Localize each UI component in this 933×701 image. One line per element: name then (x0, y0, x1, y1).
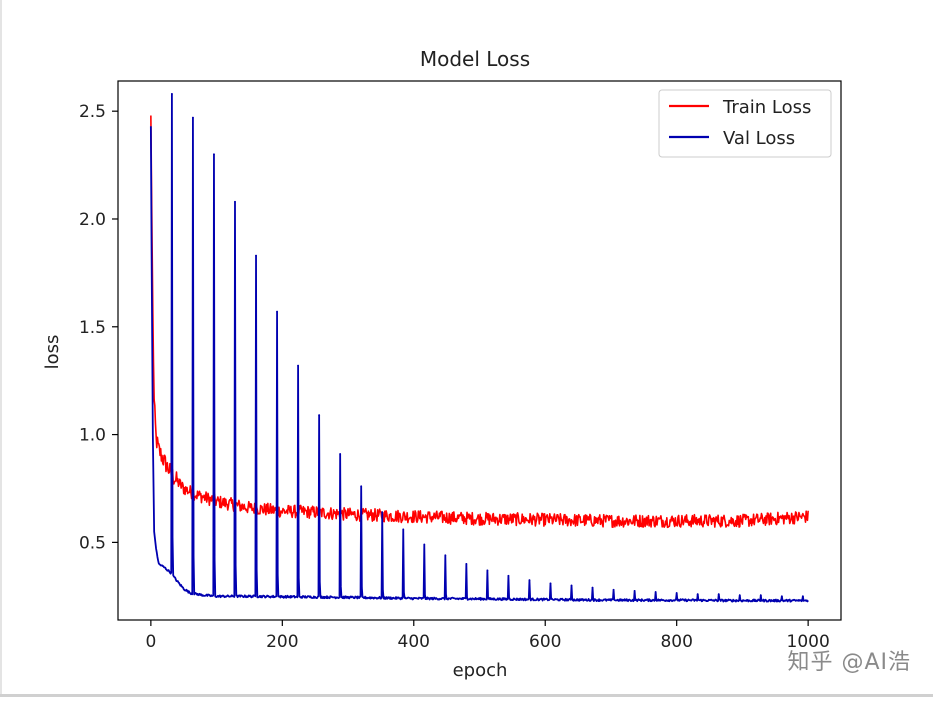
val-loss-spike-point (255, 254, 257, 257)
watermark: 知乎 @AI浩 (787, 650, 911, 675)
val-loss-spike-point (801, 595, 804, 598)
train-loss-line (150, 115, 809, 529)
val-loss-spike-point (675, 592, 678, 594)
val-loss-spike-point (759, 594, 762, 597)
val-loss-spike-point (717, 593, 720, 596)
val-loss-spike-point (444, 554, 447, 557)
val-loss-spike-point (612, 588, 615, 591)
legend: Train Loss Val Loss (658, 89, 832, 158)
chart-title: Model Loss (420, 47, 530, 71)
legend-label-val: Val Loss (723, 128, 795, 149)
val-loss-spike-point (633, 589, 636, 592)
window-left-border (0, 0, 2, 697)
val-loss-spike-point (549, 582, 552, 585)
val-loss-spike-point (528, 579, 531, 582)
y-tick-label: 1.5 (79, 318, 106, 338)
val-loss-spike-point (171, 93, 173, 95)
legend-label-train: Train Loss (722, 97, 811, 118)
plot-area (118, 81, 841, 620)
y-axis-label: loss (42, 335, 63, 370)
val-loss-spike-point (339, 453, 342, 455)
val-loss-spike-point (360, 485, 363, 488)
val-loss-spike-point (213, 153, 215, 156)
val-loss-spike-point (591, 586, 594, 589)
x-axis-ticks: 0 200 400 600 800 1000 (145, 620, 830, 652)
val-loss-spike-point (738, 594, 741, 597)
val-loss-spike-point (234, 200, 236, 203)
val-loss-spike-point (696, 593, 699, 596)
x-tick-label: 800 (660, 632, 692, 652)
val-loss-spike-point (780, 595, 783, 598)
val-loss-spike-point (192, 116, 194, 119)
plot-frame (117, 80, 842, 621)
x-tick-label: 600 (529, 632, 561, 652)
val-loss-spike-point (318, 414, 321, 417)
x-tick-label: 400 (398, 632, 430, 652)
y-tick-label: 2.5 (79, 102, 106, 122)
val-loss-spike-point (570, 584, 573, 587)
x-axis-label: epoch (453, 660, 508, 681)
val-loss-spike-point (465, 563, 468, 565)
val-loss-spike-point (507, 574, 510, 577)
y-tick-label: 0.5 (79, 533, 106, 553)
y-tick-label: 1.0 (79, 426, 106, 446)
x-tick-label: 1000 (787, 632, 830, 652)
y-axis-ticks: 0.5 1.0 1.5 2.0 2.5 (79, 102, 118, 553)
val-loss-spike-point (402, 528, 405, 531)
x-tick-label: 200 (266, 632, 298, 652)
val-loss-line (149, 93, 809, 603)
val-loss-spike-point (654, 591, 657, 593)
window-bottom-border (0, 694, 933, 697)
y-tick-label: 2.0 (79, 210, 106, 230)
x-tick-label: 0 (145, 632, 156, 652)
val-loss-spike-point (276, 310, 278, 313)
val-loss-spike-point (381, 511, 384, 514)
val-loss-spike-point (423, 543, 426, 546)
series-layer (149, 93, 809, 603)
val-loss-spike-point (486, 569, 489, 572)
val-loss-spike-point (297, 364, 299, 367)
